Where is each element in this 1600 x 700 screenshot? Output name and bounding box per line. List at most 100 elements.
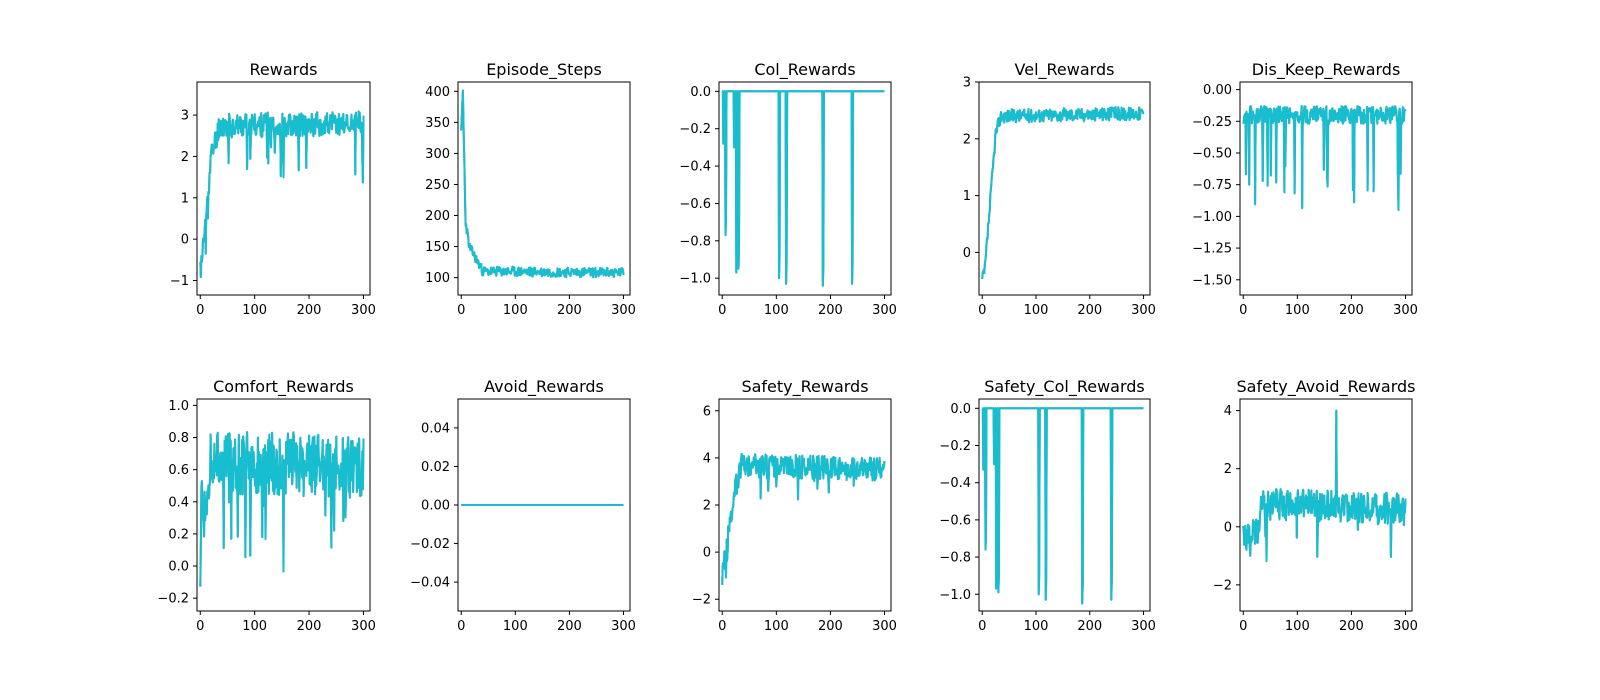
chart-title: Avoid_Rewards [484, 377, 604, 397]
y-tick-label: 0 [1224, 520, 1232, 535]
x-tick-label: 200 [1339, 619, 1364, 634]
axes-frame [978, 398, 1151, 612]
y-tick-label: −0.4 [679, 160, 711, 175]
y-tick-label: −0.4 [939, 476, 971, 491]
y-tick-label: 300 [425, 147, 450, 162]
y-tick-label: −1.0 [679, 272, 711, 287]
series-line [1242, 409, 1407, 563]
subplot-safety-rewards: Safety_Rewards 0 100 200 300 −2 0 2 4 6 [692, 377, 897, 634]
chart-title: Safety_Rewards [741, 377, 868, 397]
y-tick-label: −1 [170, 274, 189, 289]
y-tick-label: 0.4 [168, 495, 189, 510]
y-tick-label: 1 [963, 189, 971, 204]
x-tick-label: 100 [1285, 303, 1310, 318]
x-tick-label: 0 [978, 619, 986, 634]
x-tick-label: 0 [457, 619, 465, 634]
y-tick-label: 0 [963, 246, 971, 261]
y-tick-label: 2 [181, 150, 189, 165]
series-line [199, 431, 365, 587]
y-tick-label: 0.8 [168, 431, 189, 446]
x-tick-label: 0 [196, 303, 204, 318]
x-tick-label: 200 [297, 619, 322, 634]
y-tick-label: −0.02 [410, 537, 450, 552]
y-tick-label: 4 [1224, 404, 1232, 419]
series-line [1242, 105, 1407, 211]
x-tick-label: 100 [764, 619, 789, 634]
y-tick-label: 0.0 [168, 560, 189, 575]
y-tick-label: −1.00 [1192, 210, 1232, 225]
x-tick-label: 100 [1285, 619, 1310, 634]
series-line-under [721, 90, 885, 287]
y-tick-label: 0.0 [950, 402, 971, 417]
series-line-under [460, 89, 625, 279]
chart-title: Comfort_Rewards [213, 377, 354, 397]
series-line [721, 90, 885, 287]
x-tick-label: 100 [503, 303, 528, 318]
axes-frame [718, 81, 892, 296]
series-line [460, 89, 625, 279]
x-tick-label: 0 [1239, 303, 1247, 318]
x-tick-label: 0 [1239, 619, 1247, 634]
y-tick-label: 6 [703, 404, 711, 419]
x-tick-label: 0 [978, 303, 986, 318]
chart-title: Safety_Col_Rewards [984, 377, 1145, 397]
y-tick-label: 0.00 [421, 499, 450, 514]
y-tick-label: −1.50 [1192, 273, 1232, 288]
axes-frame [196, 81, 371, 296]
subplot-episode-steps: Episode_Steps 0 100 200 300 100 150 200 250 300 35… [425, 60, 636, 318]
x-tick-label: 100 [242, 303, 267, 318]
series-line [199, 110, 365, 279]
y-tick-label: −0.6 [679, 197, 711, 212]
y-tick-label: 2 [963, 132, 971, 147]
subplot-avoid-rewards: Avoid_Rewards 0 100 200 300 −0.04 −0.02 0.00 0.0… [410, 377, 636, 634]
axes-frame [718, 398, 892, 612]
x-tick-label: 300 [1131, 619, 1156, 634]
axes-frame [457, 81, 631, 296]
subplot-col-rewards: Col_Rewards 0 100 200 300 −1.0 −0.8 −0.6 −0.4 −0.… [679, 60, 897, 318]
x-tick-label: 0 [718, 619, 726, 634]
y-tick-label: 150 [425, 240, 450, 255]
y-tick-label: −2 [692, 593, 711, 608]
y-tick-label: −0.50 [1192, 147, 1232, 162]
y-tick-label: 1 [181, 191, 189, 206]
y-tick-label: −0.2 [679, 122, 711, 137]
x-tick-label: 100 [503, 619, 528, 634]
x-tick-label: 300 [1131, 303, 1156, 318]
y-tick-label: −0.8 [939, 551, 971, 566]
x-tick-label: 300 [611, 619, 636, 634]
y-tick-label: 100 [425, 271, 450, 286]
y-tick-label: −1.25 [1192, 242, 1232, 257]
series-line [981, 407, 1144, 605]
subplot-comfort-rewards: Comfort_Rewards 0 100 200 300 −0.2 0.0 0.2 0.4 0.… [157, 377, 375, 634]
x-tick-label: 300 [351, 619, 376, 634]
y-tick-label: 0.0 [690, 85, 711, 100]
x-tick-label: 300 [1393, 619, 1418, 634]
x-tick-label: 100 [764, 303, 789, 318]
x-tick-label: 100 [1024, 619, 1049, 634]
y-tick-label: 1.0 [168, 399, 189, 414]
y-tick-label: 3 [963, 76, 971, 91]
chart-title: Episode_Steps [486, 60, 602, 80]
y-tick-label: 0 [703, 546, 711, 561]
y-tick-label: 2 [1224, 462, 1232, 477]
subplot-vel-rewards: Vel_Rewards 0 100 200 300 0 1 2 3 [963, 60, 1156, 318]
x-tick-label: 100 [242, 619, 267, 634]
y-tick-label: 0.2 [168, 527, 189, 542]
x-tick-label: 300 [611, 303, 636, 318]
y-tick-label: −0.8 [679, 234, 711, 249]
y-tick-label: −0.04 [410, 576, 450, 591]
axes-frame [1239, 398, 1413, 612]
chart-title: Dis_Keep_Rewards [1252, 60, 1401, 80]
x-tick-label: 300 [872, 619, 897, 634]
chart-title: Vel_Rewards [1015, 60, 1115, 80]
series-line-under [981, 407, 1144, 605]
x-tick-label: 100 [1024, 303, 1049, 318]
x-tick-label: 0 [196, 619, 204, 634]
chart-title: Rewards [250, 60, 318, 79]
x-tick-label: 200 [818, 303, 843, 318]
x-tick-label: 200 [557, 303, 582, 318]
x-tick-label: 0 [457, 303, 465, 318]
y-tick-label: 0.02 [421, 460, 450, 475]
subplot-safety-col-rewards: Safety_Col_Rewards 0 100 200 300 −1.0 −0.8 −0.6… [939, 377, 1156, 634]
